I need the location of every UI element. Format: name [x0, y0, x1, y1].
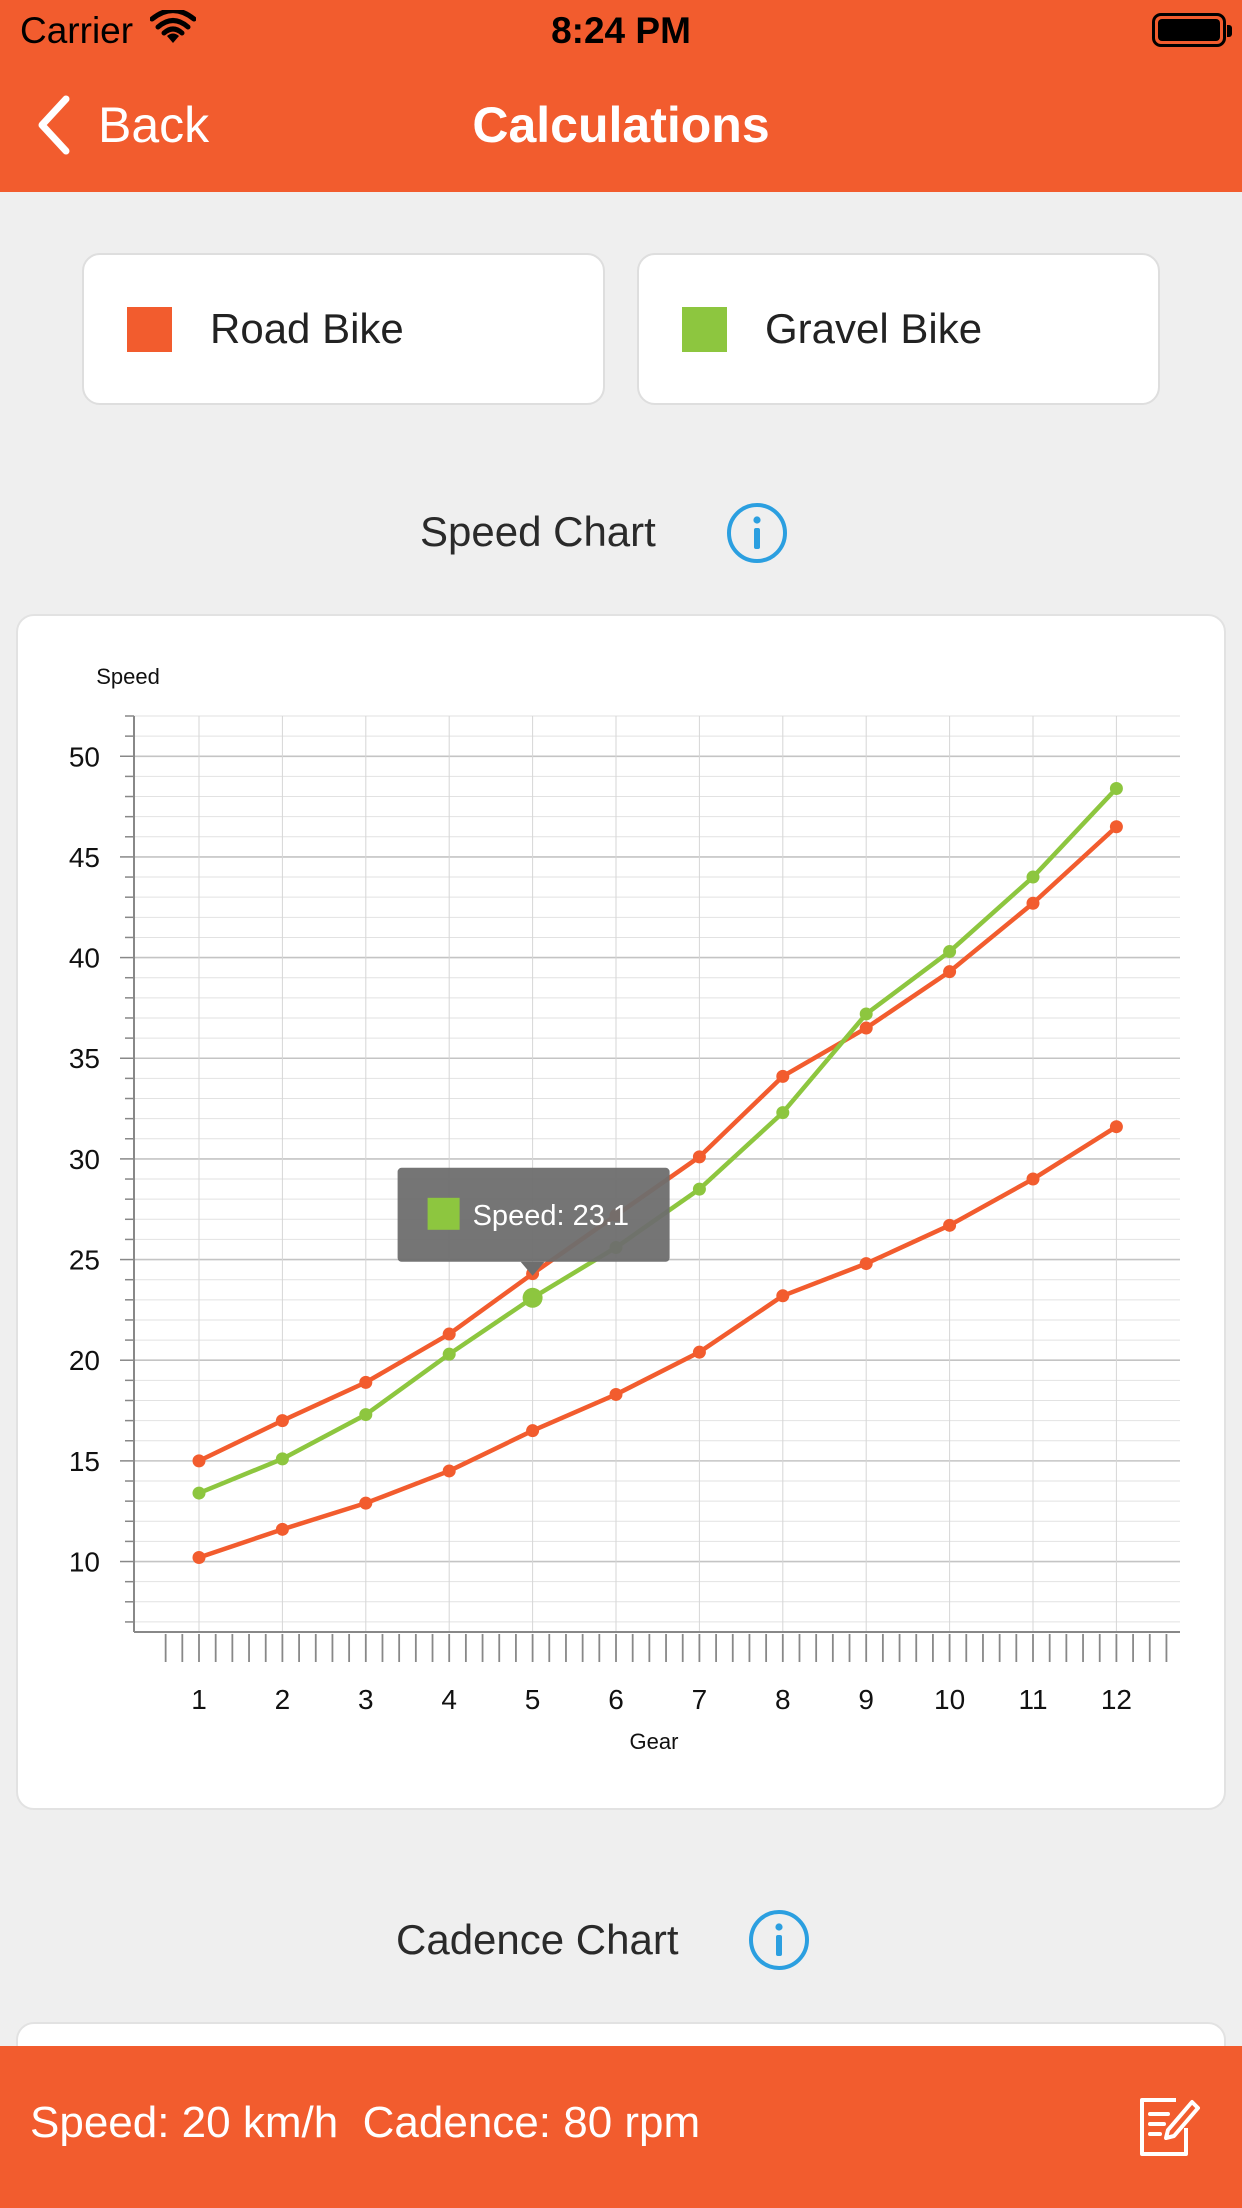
data-point — [692, 1150, 706, 1164]
data-point — [442, 1327, 456, 1341]
cadence-chart-title: Cadence Chart — [396, 1916, 679, 1963]
data-point — [943, 965, 957, 979]
y-axis-title: Speed — [96, 664, 160, 689]
data-point — [609, 1387, 623, 1401]
data-point — [776, 1289, 790, 1303]
legend-label: Road Bike — [210, 305, 404, 352]
data-point — [1026, 1172, 1040, 1186]
x-tick-label: 5 — [525, 1684, 541, 1715]
legend-toggle-gravel-bike[interactable]: Gravel Bike — [637, 253, 1160, 405]
back-label: Back — [98, 97, 210, 153]
chevron-left-icon — [38, 95, 70, 155]
series-line — [198, 1124, 1118, 1560]
status-bar: Carrier 8:24 PM — [0, 0, 1242, 62]
data-point — [275, 1414, 289, 1428]
x-tick-label: 1 — [191, 1684, 207, 1715]
data-point — [359, 1375, 373, 1389]
x-tick-label: 4 — [441, 1684, 457, 1715]
navigation-bar: Back Calculations — [0, 62, 1242, 192]
clock: 8:24 PM — [551, 10, 691, 51]
data-point — [1026, 896, 1040, 910]
y-tick-label: 45 — [69, 842, 100, 873]
data-point — [526, 1424, 540, 1438]
y-tick-label: 15 — [69, 1446, 100, 1477]
x-tick-label: 12 — [1101, 1684, 1132, 1715]
speed-chart-card: 10 15 20 25 30 35 40 45 50 1 2 3 4 5 6 7 8 9 10 11 12 Speed Ge… — [16, 614, 1226, 1810]
data-point — [275, 1452, 289, 1466]
y-tick-label: 40 — [69, 943, 100, 974]
carrier-label: Carrier — [20, 10, 134, 51]
series-line — [198, 786, 1119, 1496]
data-point — [859, 1257, 873, 1271]
data-point — [943, 1218, 957, 1232]
data-point — [442, 1464, 456, 1478]
x-tick-label: 2 — [275, 1684, 291, 1715]
x-tick-label: 10 — [934, 1684, 965, 1715]
bottom-bar: Speed: 20 km/h Cadence: 80 rpm — [0, 2046, 1242, 2208]
x-tick-label: 8 — [775, 1684, 791, 1715]
data-point — [359, 1496, 373, 1510]
legend-swatch — [127, 306, 172, 352]
data-point — [192, 1551, 206, 1565]
legend-label: Gravel Bike — [765, 305, 983, 352]
data-point — [192, 1454, 206, 1468]
tooltip-box — [397, 1167, 670, 1262]
y-tick-label: 20 — [69, 1345, 100, 1376]
data-point — [442, 1347, 456, 1361]
data-point — [692, 1182, 706, 1196]
battery-icon — [1152, 13, 1232, 47]
edit-icon[interactable] — [1132, 2092, 1202, 2162]
data-point — [1026, 870, 1040, 884]
data-point — [943, 945, 957, 959]
back-button[interactable]: Back — [36, 92, 209, 158]
wifi-icon — [149, 8, 197, 55]
data-point — [1109, 781, 1123, 795]
tooltip-text: Speed: 23.1 — [473, 1200, 629, 1232]
y-tick-label: 50 — [69, 741, 100, 772]
data-point — [1109, 820, 1123, 834]
x-tick-label: 9 — [858, 1684, 874, 1715]
y-tick-label: 30 — [69, 1144, 100, 1175]
data-point — [859, 1021, 873, 1035]
data-point — [275, 1522, 289, 1536]
data-point — [359, 1408, 373, 1422]
y-tick-label: 25 — [69, 1245, 100, 1276]
page-title: Calculations — [472, 97, 770, 153]
tooltip-pointer — [520, 1261, 545, 1276]
info-icon[interactable] — [747, 1908, 811, 1972]
x-axis-title: Gear — [630, 1729, 679, 1754]
y-tick-label: 35 — [69, 1043, 100, 1074]
data-point — [192, 1486, 206, 1500]
legend-toggle-road-bike[interactable]: Road Bike — [82, 253, 605, 405]
data-point — [1109, 1120, 1123, 1134]
series-line — [198, 825, 1118, 1463]
settings-readout: Speed: 20 km/h Cadence: 80 rpm — [30, 2098, 701, 2147]
data-point — [776, 1106, 790, 1120]
data-point — [776, 1069, 790, 1083]
tooltip-swatch — [427, 1197, 460, 1230]
speed-chart-title: Speed Chart — [420, 508, 656, 555]
x-tick-label: 6 — [608, 1684, 624, 1715]
data-point — [522, 1287, 543, 1308]
x-tick-label: 3 — [358, 1684, 374, 1715]
header-background — [0, 0, 1242, 192]
data-point — [692, 1345, 706, 1359]
info-icon[interactable] — [725, 501, 789, 565]
x-tick-label: 11 — [1018, 1684, 1047, 1715]
y-tick-label: 10 — [69, 1547, 100, 1578]
legend-swatch — [682, 306, 727, 352]
x-tick-label: 7 — [692, 1684, 708, 1715]
data-point — [859, 1007, 873, 1021]
